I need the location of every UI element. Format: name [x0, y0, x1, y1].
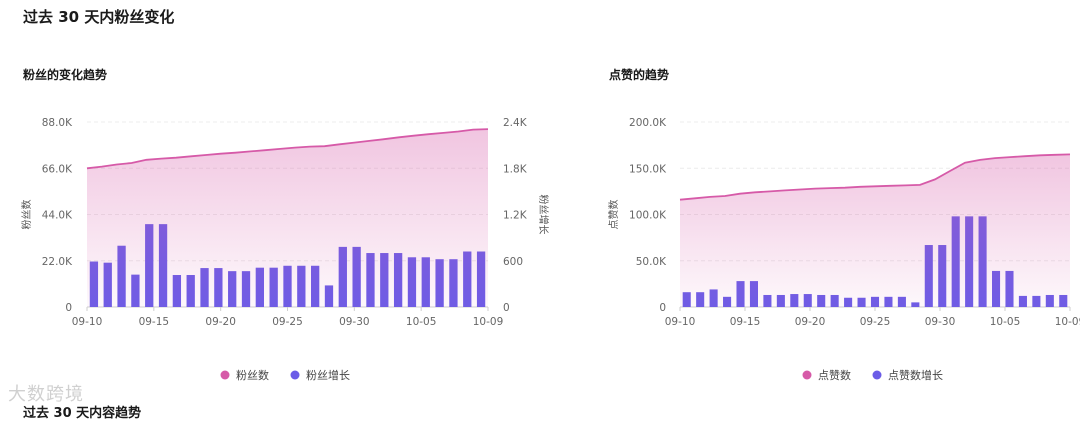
y-tick-label-left: 100.0K [629, 210, 667, 222]
next-section-title: 过去 30 天内容趋势 [23, 406, 142, 421]
legend-label: 点赞数 [818, 369, 851, 382]
legend-label: 粉丝增长 [306, 368, 350, 382]
area-fill [87, 129, 488, 307]
watermark-logo: 大数跨境 [8, 384, 84, 405]
legend-marker [802, 370, 812, 380]
y-tick-label-left: 88.0K [42, 117, 73, 129]
x-tick-label: 10-05 [990, 316, 1021, 328]
legend-marker [290, 370, 300, 380]
x-tick-label: 09-20 [795, 316, 826, 328]
y-axis-title-left: 点赞数 [607, 200, 620, 230]
legend-label: 点赞数增长 [888, 368, 943, 382]
x-tick-label: 09-25 [860, 316, 891, 328]
y-axis-title-right: 粉丝增长 [537, 195, 550, 235]
x-tick-label: 09-30 [339, 316, 370, 328]
y-tick-label-left: 22.0K [42, 256, 73, 268]
x-tick-label: 09-25 [272, 316, 303, 328]
series-line [679, 153, 1071, 201]
y-tick-label-left: 200.0K [629, 117, 667, 129]
y-tick-label-left: 44.0K [42, 210, 73, 222]
y-tick-label-left: 0 [659, 302, 666, 314]
y-tick-label-right: 1.2K [503, 210, 528, 222]
x-tick-label: 09-30 [925, 316, 956, 328]
y-tick-label-right: 0 [503, 302, 510, 314]
legend-marker [220, 370, 230, 380]
y-tick-label-left: 50.0K [636, 256, 667, 268]
section-title: 过去 30 天内粉丝变化 [23, 8, 175, 26]
x-tick-label: 09-10 [665, 316, 696, 328]
area-fill [680, 154, 1070, 307]
x-tick-label: 10-09 [1055, 316, 1080, 328]
x-tick-label: 10-09 [473, 316, 504, 328]
y-tick-label-right: 2.4K [503, 117, 528, 129]
y-tick-label-right: 1.8K [503, 163, 528, 175]
y-tick-label-left: 0 [65, 302, 72, 314]
x-tick-label: 09-20 [205, 316, 236, 328]
likes-chart-title: 点赞的趋势 [609, 68, 670, 82]
y-tick-label-left: 150.0K [629, 163, 667, 175]
y-tick-label-left: 66.0K [42, 163, 73, 175]
x-tick-label: 10-05 [406, 316, 437, 328]
x-tick-label: 09-15 [730, 316, 761, 328]
fans-chart-title: 粉丝的变化趋势 [23, 68, 108, 82]
y-axis-title-left: 粉丝数 [20, 200, 33, 230]
y-tick-label-right: 600 [503, 256, 523, 268]
x-tick-label: 09-15 [139, 316, 170, 328]
legend-label: 粉丝数 [236, 369, 269, 382]
x-tick-label: 09-10 [72, 316, 103, 328]
series-line [86, 128, 489, 170]
legend-marker [872, 370, 882, 380]
